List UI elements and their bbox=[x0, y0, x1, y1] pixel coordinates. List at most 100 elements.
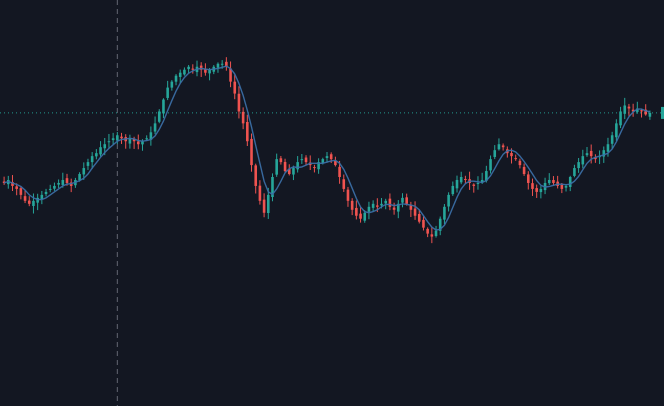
candle-body bbox=[640, 110, 643, 112]
candle-body bbox=[384, 200, 388, 204]
candle-body bbox=[78, 174, 81, 181]
candle-body bbox=[342, 179, 346, 189]
candle-body bbox=[157, 111, 161, 122]
candle-body bbox=[526, 174, 530, 183]
candle-body bbox=[183, 69, 186, 75]
candle-body bbox=[631, 109, 635, 112]
candle-body bbox=[367, 206, 371, 212]
candle-body bbox=[422, 219, 425, 228]
candle-body bbox=[480, 179, 484, 183]
candle-body bbox=[304, 157, 308, 163]
candle-body bbox=[518, 160, 522, 166]
candle-body bbox=[287, 168, 291, 175]
candle-body bbox=[430, 234, 434, 237]
candle-body bbox=[409, 205, 413, 210]
moving-average-line bbox=[3, 65, 651, 231]
candle-body bbox=[266, 194, 270, 214]
candle-body bbox=[627, 106, 631, 109]
candle-body bbox=[388, 198, 392, 207]
candle-body bbox=[107, 141, 111, 143]
candle-body bbox=[145, 138, 148, 140]
candle-body bbox=[23, 196, 27, 201]
candle-body bbox=[535, 188, 538, 192]
candle-body bbox=[472, 184, 476, 186]
candle-body bbox=[338, 166, 341, 177]
candle-body bbox=[514, 158, 518, 160]
candle-body bbox=[585, 153, 589, 156]
candle-body bbox=[225, 61, 228, 67]
candle-body bbox=[162, 99, 165, 114]
candle-body bbox=[615, 123, 618, 138]
candle-body bbox=[401, 197, 404, 203]
candle-body bbox=[464, 178, 467, 180]
candle-body bbox=[497, 144, 501, 150]
candle-body bbox=[380, 203, 383, 206]
candle-body bbox=[589, 150, 593, 157]
candle-body bbox=[493, 150, 497, 157]
candle-body bbox=[254, 165, 258, 186]
candle-body bbox=[15, 186, 18, 189]
candle-body bbox=[220, 63, 224, 65]
candle-body bbox=[296, 162, 299, 170]
candle-body bbox=[48, 188, 52, 190]
candle-body bbox=[53, 185, 56, 189]
candle-body bbox=[258, 185, 262, 201]
candle-body bbox=[489, 159, 492, 171]
candle-body bbox=[510, 153, 513, 157]
candle-body bbox=[623, 105, 627, 114]
candle-body bbox=[371, 203, 375, 208]
candle-body bbox=[359, 213, 362, 219]
candle-body bbox=[141, 141, 144, 145]
candle-body bbox=[44, 191, 48, 195]
candle-body bbox=[120, 136, 123, 139]
candle-body bbox=[237, 93, 241, 112]
candle-body bbox=[86, 162, 90, 166]
candle-body bbox=[178, 72, 182, 77]
candle-body bbox=[103, 144, 107, 149]
candle-body bbox=[275, 159, 278, 175]
candle-body bbox=[426, 228, 429, 234]
candle-body bbox=[204, 68, 207, 73]
candle-body bbox=[111, 138, 115, 141]
candle-body bbox=[577, 162, 580, 169]
candle-body bbox=[61, 179, 65, 185]
candle-body bbox=[2, 181, 6, 183]
candle-body bbox=[65, 178, 69, 183]
candle-body bbox=[187, 66, 190, 70]
candle-body bbox=[434, 230, 438, 237]
candle-body bbox=[95, 153, 98, 157]
candle-body bbox=[476, 182, 480, 184]
candle-body bbox=[350, 200, 354, 210]
candle-body bbox=[321, 159, 325, 163]
candle-body bbox=[606, 144, 610, 152]
candle-body bbox=[547, 179, 551, 184]
candle-body bbox=[417, 214, 421, 222]
candle-body bbox=[279, 158, 283, 163]
candle-body bbox=[132, 138, 136, 142]
candle-body bbox=[522, 166, 526, 175]
candle-body bbox=[501, 145, 505, 148]
candle-body bbox=[334, 160, 337, 166]
candle-body bbox=[581, 156, 585, 165]
last-price-marker bbox=[661, 106, 664, 119]
candle-body bbox=[40, 194, 44, 200]
candle-body bbox=[413, 208, 417, 216]
candle-body bbox=[451, 185, 455, 195]
candle-body bbox=[317, 162, 320, 170]
candle-body bbox=[262, 199, 266, 213]
candle-body bbox=[283, 161, 287, 172]
candle-body bbox=[602, 150, 606, 157]
candle-body bbox=[405, 197, 408, 204]
candle-body bbox=[82, 168, 86, 175]
candle-body bbox=[363, 212, 367, 221]
candle-body bbox=[552, 179, 555, 183]
candle-body bbox=[191, 68, 195, 70]
candle-body bbox=[136, 141, 140, 145]
candle-body bbox=[329, 154, 333, 160]
candle-body bbox=[376, 205, 379, 207]
candle-body bbox=[610, 135, 614, 144]
candle-body bbox=[116, 135, 119, 141]
candle-body bbox=[355, 207, 358, 216]
